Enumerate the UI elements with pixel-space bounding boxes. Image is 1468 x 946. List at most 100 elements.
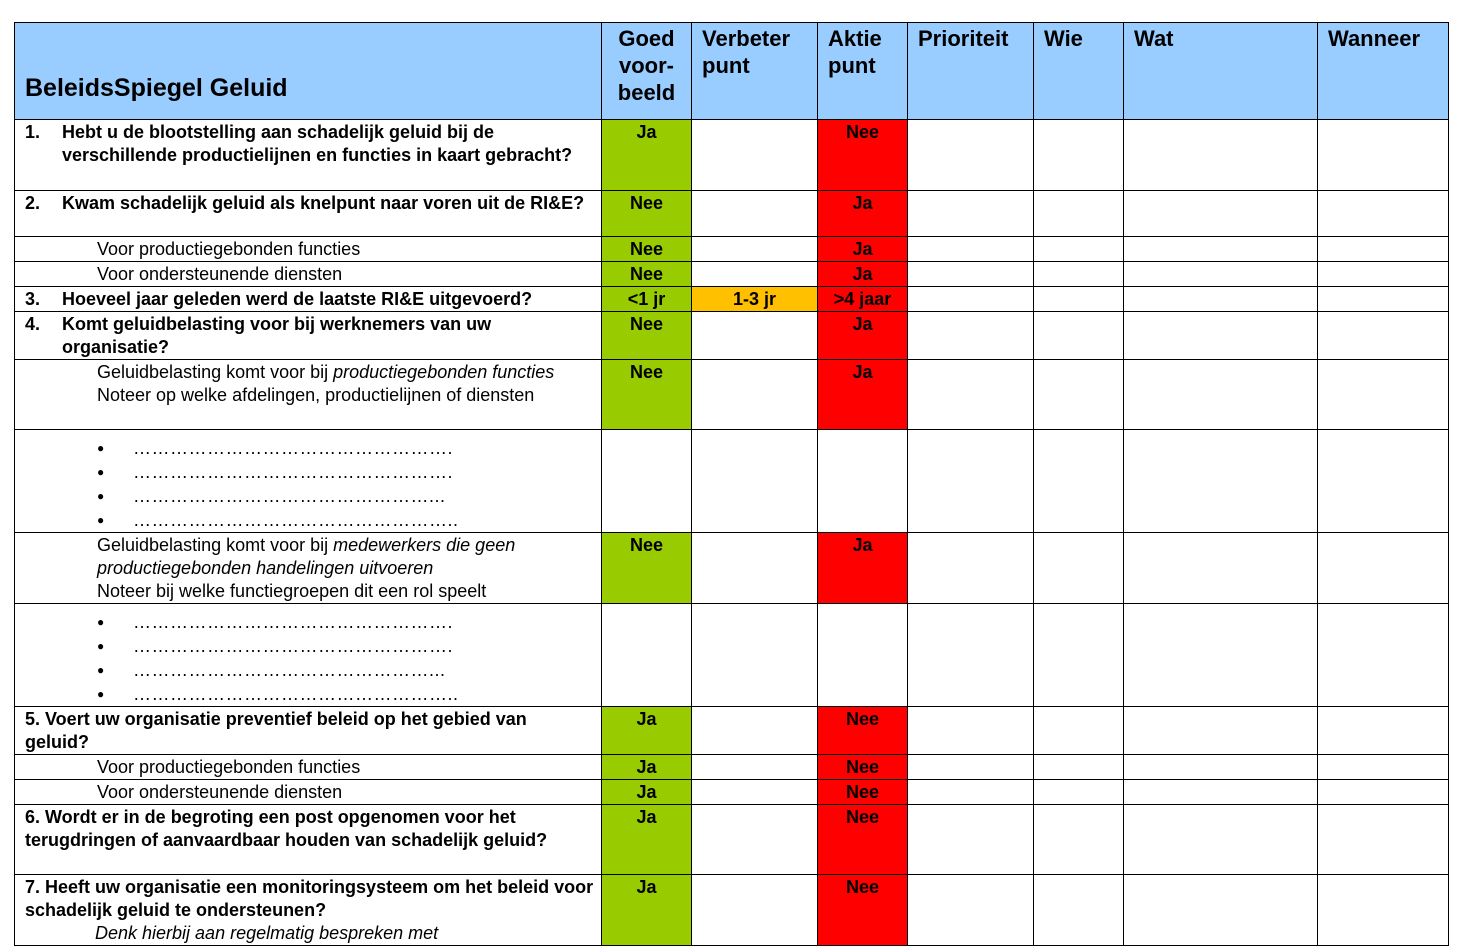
col-improve-header: Verbeter punt — [691, 22, 818, 120]
improve-cell — [691, 603, 818, 707]
table-row: Voor ondersteunende diensten Nee Ja — [14, 261, 1449, 287]
table-row: Geluidbelasting komt voor bij productieg… — [14, 359, 1449, 430]
subquestion-text: Geluidbelasting komt voor bij — [97, 535, 334, 555]
improve-cell — [691, 804, 818, 875]
what-cell — [1123, 286, 1318, 312]
what-cell — [1123, 190, 1318, 237]
question-cell: 3. Hoeveel jaar geleden werd de laatste R… — [14, 286, 602, 312]
action-cell — [817, 429, 908, 533]
priority-cell — [907, 754, 1034, 780]
priority-cell — [907, 119, 1034, 191]
when-cell — [1317, 754, 1449, 780]
good-cell — [601, 603, 692, 707]
subquestion-emphasis: medewerkers die geen productiegebonden h… — [97, 535, 516, 578]
when-cell — [1317, 706, 1449, 755]
improve-cell — [691, 190, 818, 237]
table-row: 6. Wordt er in de begroting een post opg… — [14, 804, 1449, 875]
who-cell — [1033, 804, 1124, 875]
priority-cell — [907, 311, 1034, 360]
what-cell — [1123, 119, 1318, 191]
question-text: Kwam schadelijk geluid als knelpunt naar… — [62, 193, 585, 213]
what-cell — [1123, 261, 1318, 287]
list-item: ……………………………………………. — [97, 634, 601, 658]
who-cell — [1033, 874, 1124, 946]
improve-cell — [691, 311, 818, 360]
what-cell — [1123, 236, 1318, 262]
action-cell: Ja — [817, 359, 908, 430]
good-cell: Nee — [601, 236, 692, 262]
note-text: Noteer op welke afdelingen, productielij… — [97, 385, 535, 405]
who-cell — [1033, 603, 1124, 707]
when-cell — [1317, 261, 1449, 287]
what-cell — [1123, 706, 1318, 755]
question-text: 7. Heeft uw organisatie een monitoringsy… — [25, 877, 594, 920]
good-cell: <1 jr — [601, 286, 692, 312]
who-cell — [1033, 359, 1124, 430]
priority-cell — [907, 779, 1034, 805]
what-cell — [1123, 874, 1318, 946]
what-cell — [1123, 429, 1318, 533]
subquestion-cell: Geluidbelasting komt voor bij medewerker… — [14, 532, 602, 604]
subquestion-text: Voor ondersteunende diensten — [14, 261, 602, 287]
good-cell: Nee — [601, 359, 692, 430]
action-cell: Nee — [817, 804, 908, 875]
priority-cell — [907, 286, 1034, 312]
col-when-header: Wanneer — [1317, 22, 1449, 120]
header-row: BeleidsSpiegel Geluid Goed voor-beeld Ve… — [14, 22, 1449, 120]
priority-cell — [907, 603, 1034, 707]
improve-cell — [691, 236, 818, 262]
table-row: 3. Hoeveel jaar geleden werd de laatste R… — [14, 286, 1449, 312]
priority-cell — [907, 236, 1034, 262]
who-cell — [1033, 261, 1124, 287]
list-item: ……………………………………………. — [97, 610, 601, 634]
improve-cell — [691, 429, 818, 533]
list-item: …………………………………………... — [97, 484, 601, 508]
table-row: Voor productiegebonden functies Nee Ja — [14, 236, 1449, 262]
table-row: 5. Voert uw organisatie preventief belei… — [14, 706, 1449, 755]
priority-cell — [907, 429, 1034, 533]
subquestion-text: Geluidbelasting komt voor bij — [97, 362, 334, 382]
improve-cell — [691, 874, 818, 946]
priority-cell — [907, 359, 1034, 430]
what-cell — [1123, 359, 1318, 430]
when-cell — [1317, 779, 1449, 805]
when-cell — [1317, 429, 1449, 533]
note-text: Denk hierbij aan regelmatig bespreken me… — [95, 923, 439, 943]
priority-cell — [907, 706, 1034, 755]
question-number: 2. — [25, 193, 41, 213]
when-cell — [1317, 119, 1449, 191]
priority-cell — [907, 804, 1034, 875]
subquestion-text: Voor productiegebonden functies — [14, 236, 602, 262]
when-cell — [1317, 286, 1449, 312]
priority-cell — [907, 261, 1034, 287]
subquestion-text: Voor ondersteunende diensten — [14, 779, 602, 805]
table-row: 4. Komt geluidbelasting voor bij werkneme… — [14, 311, 1449, 360]
action-cell: Nee — [817, 754, 908, 780]
table-row: ……………………………………………. ……………………………………………. ……… — [14, 603, 1449, 707]
beleidsspiegel-table: BeleidsSpiegel Geluid Goed voor-beeld Ve… — [14, 22, 1449, 946]
question-number: 1. — [25, 122, 41, 142]
list-item: ……………………………………………. — [97, 460, 601, 484]
subquestion-emphasis: productiegebonden functies — [333, 362, 555, 382]
table-row: 1. Hebt u de blootstelling aan schadelijk… — [14, 119, 1449, 191]
what-cell — [1123, 603, 1318, 707]
when-cell — [1317, 311, 1449, 360]
list-item: ……………………………………………. — [97, 436, 601, 460]
improve-cell — [691, 754, 818, 780]
who-cell — [1033, 311, 1124, 360]
improve-cell — [691, 779, 818, 805]
when-cell — [1317, 236, 1449, 262]
action-cell: Nee — [817, 119, 908, 191]
note-text: Noteer bij welke functiegroepen dit een … — [97, 581, 487, 601]
who-cell — [1033, 532, 1124, 604]
bullet-list-cell: ……………………………………………. ……………………………………………. ……… — [14, 603, 602, 707]
table-row: 2. Kwam schadelijk geluid als knelpunt na… — [14, 190, 1449, 237]
action-cell: Ja — [817, 311, 908, 360]
improve-cell: 1-3 jr — [691, 286, 818, 312]
question-text: 6. Wordt er in de begroting een post opg… — [14, 804, 602, 875]
when-cell — [1317, 804, 1449, 875]
good-cell: Ja — [601, 779, 692, 805]
good-cell: Nee — [601, 261, 692, 287]
question-number: 3. — [25, 289, 41, 309]
question-text: Hebt u de blootstelling aan schadelijk g… — [62, 122, 573, 165]
